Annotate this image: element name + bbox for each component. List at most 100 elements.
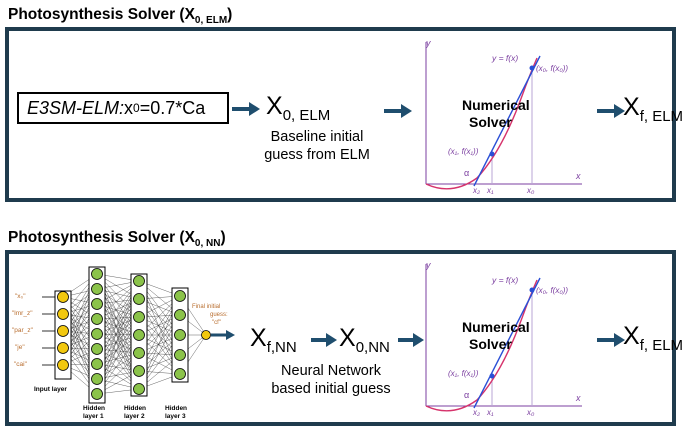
numerical-solver-graph-2: y x y = f(x) (x₀, f(x₀)) (x₁, f(x₁)) α x… (425, 260, 582, 417)
nn-output-label-1: Final initial (192, 304, 220, 310)
nn-input-je: "je" (15, 344, 25, 351)
numerical-solver-graph-1: y x y = f(x) (x₀, f(x₀)) (x₁, f(x₁)) α x… (425, 38, 582, 195)
input-layer-label: Input layer (34, 386, 67, 393)
section1-title-sub: 0, ELM (194, 15, 228, 27)
graph1-x2-label: x₂ (472, 186, 480, 195)
hidden1-label-1: Hidden (83, 405, 105, 412)
section1-output: Xf, ELM (623, 93, 683, 125)
graph1-point0-label: (x₀, f(x₀)) (536, 64, 568, 73)
elm-formula-post: =0.7*Ca (139, 97, 206, 118)
graph1-curve-label: y = f(x) (491, 53, 518, 63)
hidden1-node (91, 358, 103, 370)
arrow-right-icon (398, 333, 424, 347)
hidden2-label-2: layer 2 (124, 413, 145, 420)
hidden3-node (174, 349, 186, 361)
section1-x0-main: X (266, 92, 283, 120)
hidden2-node (133, 329, 145, 341)
nn-output-arrow-head (226, 330, 235, 340)
section1-caption: Baseline initial guess from ELM (258, 128, 376, 164)
nn-input-lmr: "lmr_z" (12, 310, 33, 317)
input-node (57, 359, 69, 371)
graph2-point-x0 (529, 287, 535, 293)
graph2-title-line2: Solver (469, 336, 512, 352)
hidden1-node (91, 343, 103, 355)
graph1-alpha-label: α (464, 168, 469, 178)
section2-caption: Neural Network based initial guess (258, 362, 404, 398)
hidden2-node (133, 293, 145, 305)
section1-x0-elm: X0, ELM (266, 92, 330, 124)
graph1-title-line1: Numerical (462, 97, 530, 113)
section1-caption-line2: guess from ELM (264, 147, 370, 163)
arrow-right-icon (597, 104, 625, 118)
section2-title-main: Photosynthesis Solver (X (8, 229, 195, 246)
nn-input-par: "par_z" (12, 327, 34, 334)
elm-formula-sub: 0 (133, 101, 140, 115)
graph2-alpha-label: α (464, 390, 469, 400)
hidden3-label-2: layer 3 (165, 413, 186, 420)
graph1-point-x0 (529, 65, 535, 71)
section1-caption-line1: Baseline initial (270, 129, 364, 145)
graph2-tangent-line (473, 277, 541, 409)
section2-caption-line1: Neural Network (281, 363, 381, 379)
graph2-point-x1 (489, 373, 495, 379)
nn-nodes (57, 268, 211, 400)
graph1-x0-tick-label: x₀ (526, 186, 535, 195)
hidden3-node (174, 329, 186, 341)
nn-input-cai: "cai" (14, 361, 28, 368)
hidden2-label-1: Hidden (124, 405, 146, 412)
hidden1-node (91, 313, 103, 325)
nn-output-label-3: "cf" (212, 320, 221, 326)
section1-output-sub: f, ELM (639, 108, 683, 125)
elm-formula-label: E3SM-ELM: (27, 97, 125, 118)
arrow-right-icon (232, 102, 260, 116)
input-node (57, 325, 69, 337)
graph1-point-x1 (489, 151, 495, 157)
hidden1-node (91, 373, 103, 385)
hidden1-node (91, 283, 103, 295)
section2-output-sub: f, ELM (639, 337, 683, 354)
graph2-x-label: x (575, 393, 581, 403)
hidden3-label-1: Hidden (165, 405, 187, 412)
hidden1-node (91, 298, 103, 310)
section2-xf-sub: f,NN (266, 339, 297, 356)
hidden1-node (91, 268, 103, 280)
graph1-point1-label: (x₁, f(x₁)) (448, 147, 479, 156)
elm-formula-pre: x (124, 97, 134, 118)
section2-x0-main: X (339, 324, 356, 352)
graph2-y-label: y (425, 260, 431, 270)
elm-formula-box: E3SM-ELM: x 0 =0.7*Ca (17, 92, 229, 124)
hidden3-node (174, 290, 186, 302)
arrow-right-icon (384, 104, 412, 118)
hidden1-label-2: layer 1 (83, 413, 104, 420)
section1-x0-sub: 0, ELM (282, 107, 331, 124)
hidden1-node (91, 328, 103, 340)
hidden2-node (133, 275, 145, 287)
graph1-title-line2: Solver (469, 114, 512, 130)
nn-output-label-2: guess: (210, 312, 228, 318)
section1-title-main: Photosynthesis Solver (X (8, 6, 195, 23)
arrow-right-icon (311, 333, 337, 347)
neural-network-diagram: "x₀" "lmr_z" "par_z" "je" "cai" Input la… (12, 266, 235, 420)
section2-title-sub: 0, NN (194, 238, 221, 250)
graph2-x2-label: x₂ (472, 408, 480, 417)
input-node (57, 291, 69, 303)
input-node (57, 342, 69, 354)
input-node (57, 308, 69, 320)
hidden2-node (133, 365, 145, 377)
section2-panel (5, 250, 676, 426)
graph2-point0-label: (x₀, f(x₀)) (536, 286, 568, 295)
section1-output-main: X (623, 93, 640, 121)
section2-caption-line2: based initial guess (271, 381, 391, 397)
graph2-title-line1: Numerical (462, 319, 530, 335)
section2-title: Photosynthesis Solver (X0, NN) (8, 229, 226, 249)
section2-output: Xf, ELM (623, 322, 683, 354)
section2-xf-nn: Xf,NN (250, 324, 297, 356)
section2-xf-main: X (250, 324, 267, 352)
nn-input-x0: "x₀" (15, 293, 26, 300)
section2-x0-nn: X0,NN (339, 324, 390, 356)
graph1-tangent-line (473, 55, 541, 187)
hidden2-node (133, 383, 145, 395)
output-node (201, 330, 211, 340)
graph2-x1-label: x₁ (486, 408, 494, 417)
section2-x0-sub: 0,NN (355, 339, 390, 356)
